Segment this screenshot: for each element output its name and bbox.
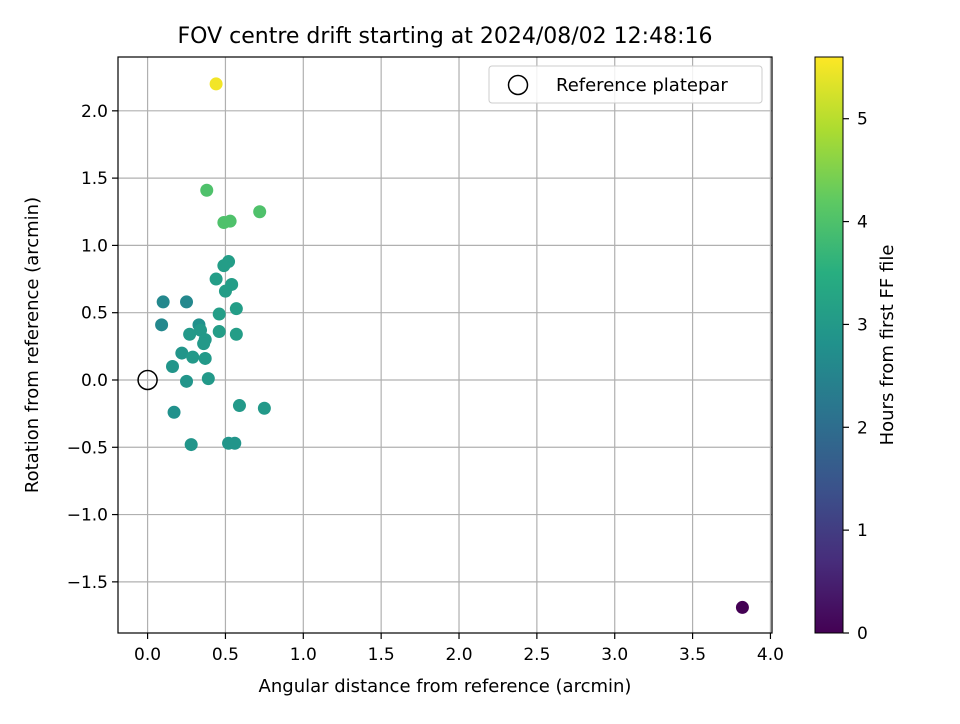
plot-area-frame: [117, 56, 773, 634]
x-tick-label: 3.5: [679, 645, 706, 665]
data-point: [209, 272, 223, 286]
reference-platepar-marker: [137, 369, 158, 391]
y-tick-label: 0.0: [81, 371, 108, 391]
data-point: [180, 295, 194, 309]
data-point: [201, 372, 215, 386]
colorbar-tick-label: 3: [857, 315, 868, 335]
y-tick-label: −1.0: [67, 506, 108, 526]
data-point: [229, 302, 243, 316]
y-tick-label: 2.0: [81, 102, 108, 122]
data-point: [218, 284, 232, 298]
legend: Reference platepar: [488, 65, 763, 104]
y-tick-label: −1.5: [67, 573, 108, 593]
y-tick-label: 0.5: [81, 304, 108, 324]
data-point: [735, 600, 749, 614]
colorbar-gradient: [814, 56, 844, 634]
data-point: [212, 325, 226, 339]
axis-ticks: 0.0 0.5 1.0 1.5 2.0 2.5 3.0 3.5 4.0 −1.5 −1.0 −0.5 0…: [67, 102, 784, 665]
data-point: [209, 77, 223, 91]
data-point: [175, 346, 189, 360]
data-point: [156, 295, 170, 309]
data-point: [183, 327, 197, 341]
data-point: [229, 327, 243, 341]
y-tick-label: 1.0: [81, 236, 108, 256]
x-tick-label: 1.5: [368, 645, 395, 665]
legend-box: [488, 65, 763, 104]
data-point: [198, 351, 212, 365]
colorbar-tick-label: 5: [857, 110, 868, 130]
colorbar-label: Hours from first FF file: [877, 245, 898, 446]
colorbar-tick-label: 0: [857, 624, 868, 644]
data-point: [167, 405, 181, 419]
data-point: [197, 337, 211, 351]
reference-legend-marker: [507, 74, 529, 96]
colorbar: 0 1 2 3 4 5 Hours from first FF file: [814, 56, 898, 644]
data-point: [200, 183, 214, 197]
y-tick-label: −0.5: [67, 438, 108, 458]
chart-title: FOV centre drift starting at 2024/08/02 …: [178, 24, 713, 49]
colorbar-tick-label: 4: [857, 213, 868, 233]
colorbar-ticks: 0 1 2 3 4 5: [843, 110, 868, 644]
data-point: [253, 205, 267, 219]
data-point: [155, 318, 169, 332]
colorbar-tick-label: 1: [857, 521, 868, 541]
x-tick-label: 0.0: [134, 645, 161, 665]
x-tick-label: 0.5: [212, 645, 239, 665]
x-tick-label: 2.5: [523, 645, 550, 665]
data-point: [228, 436, 242, 450]
x-tick-label: 1.0: [290, 645, 317, 665]
data-point: [186, 350, 200, 364]
colorbar-tick-label: 2: [857, 418, 868, 438]
y-axis-label: Rotation from reference (arcmin): [22, 197, 43, 493]
x-tick-label: 3.0: [601, 645, 628, 665]
data-point: [184, 438, 198, 452]
x-axis-label: Angular distance from reference (arcmin): [259, 676, 632, 697]
data-point: [232, 399, 246, 413]
data-point: [217, 259, 231, 273]
data-point: [223, 214, 237, 228]
x-tick-label: 2.0: [445, 645, 472, 665]
legend-label-reference: Reference platepar: [556, 75, 728, 96]
y-tick-label: 1.5: [81, 169, 108, 189]
grid-lines: [118, 57, 772, 633]
data-point: [166, 360, 179, 374]
x-tick-label: 4.0: [757, 645, 784, 665]
data-point: [257, 401, 271, 415]
data-point: [212, 307, 226, 321]
data-points: [137, 77, 749, 614]
data-point: [180, 374, 194, 388]
